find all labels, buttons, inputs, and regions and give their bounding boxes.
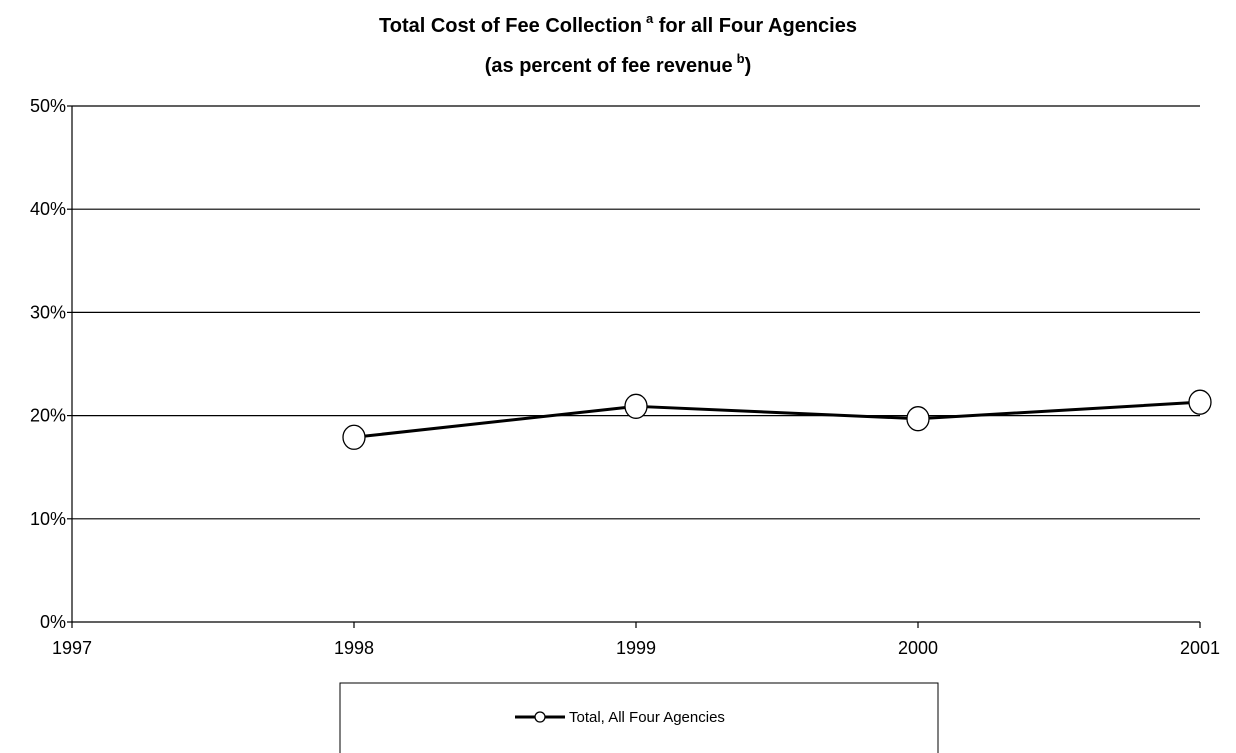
y-tick-label: 10% <box>30 509 66 529</box>
chart-title: Total Cost of Fee Collection a for all Fo… <box>379 11 857 37</box>
data-point-marker <box>342 424 366 450</box>
x-tick-label: 2001 <box>1180 638 1220 658</box>
series-line-total <box>353 400 1201 439</box>
y-tick-label: 30% <box>30 302 66 322</box>
chart-subtitle: (as percent of fee revenue b) <box>485 51 752 77</box>
legend-entry-label: Total, All Four Agencies <box>569 709 725 726</box>
legend: Total, All Four Agencies <box>339 682 939 753</box>
plot-area: 0% 10% 20% 30% 40% 50% 1997 1998 1999 2000 2001 <box>30 96 1220 658</box>
y-tick-label: 20% <box>30 406 66 426</box>
chart-subtitle-superscript: b <box>737 51 745 66</box>
chart-subtitle-suffix: ) <box>745 55 752 77</box>
legend-marker-swatch <box>534 711 546 723</box>
data-point-marker <box>1188 389 1212 415</box>
x-tick-label: 1997 <box>52 638 92 658</box>
data-point-marker <box>624 393 648 419</box>
x-tick-label: 2000 <box>898 638 938 658</box>
x-tick-label: 1999 <box>616 638 656 658</box>
y-tick-label: 0% <box>40 612 66 632</box>
x-tick-label: 1998 <box>334 638 374 658</box>
chart-title-main: Total Cost of Fee Collection <box>379 15 642 37</box>
chart-title-superscript: a <box>646 11 654 26</box>
legend-box <box>339 682 939 753</box>
y-tick-label: 40% <box>30 199 66 219</box>
chart-subtitle-main: (as percent of fee revenue <box>485 55 733 77</box>
chart-title-suffix: for all Four Agencies <box>653 15 857 37</box>
y-tick-label: 50% <box>30 96 66 116</box>
data-point-marker <box>906 406 930 432</box>
